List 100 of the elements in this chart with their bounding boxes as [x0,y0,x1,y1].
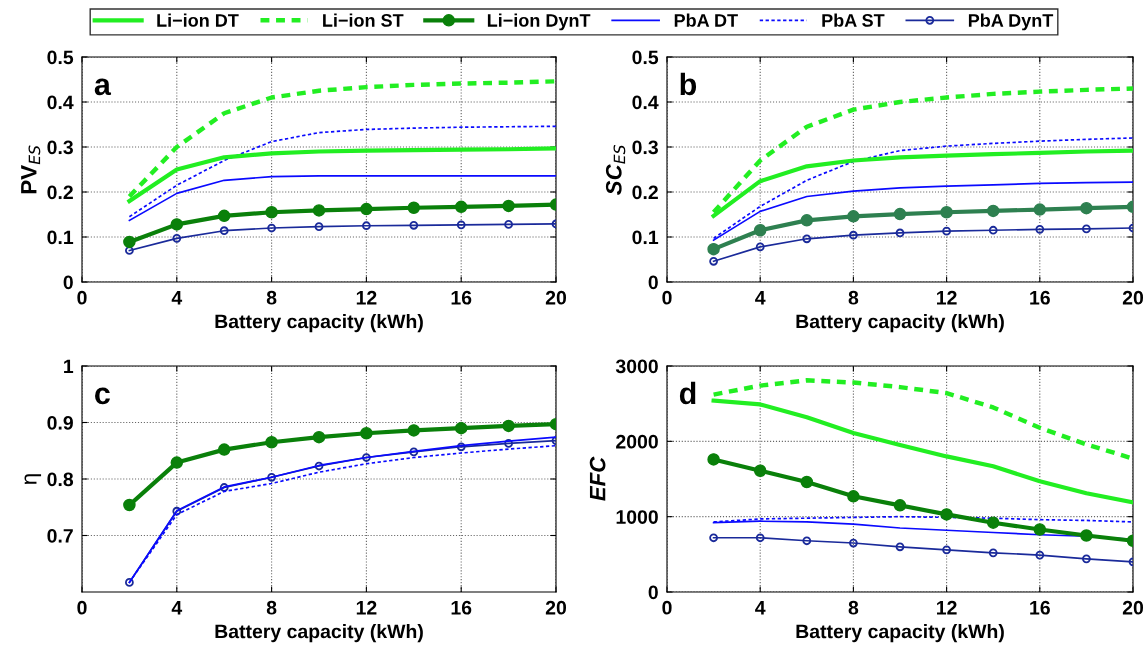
y-tick-label: 1 [64,359,74,374]
y-axis-title: PV$_{ES}$ [21,145,41,194]
y-tick-label: 0.7 [47,528,73,543]
y-tick-label: 0 [63,275,73,290]
point [362,221,371,231]
x-axis-title: Battery capacity (kWh) [215,314,423,333]
x-tick-label: 4 [755,291,766,305]
x-tick-label: 8 [266,290,277,305]
point [1080,201,1093,215]
y-tick-label: 0 [648,275,658,290]
point [409,220,419,230]
point [456,220,466,230]
y-tick-label: 1000 [616,510,658,524]
x-axis-title: Battery capacity (kWh) [796,314,1004,333]
point [360,202,373,216]
line-series [128,174,556,222]
x-tick-label: 12 [356,290,377,305]
point [800,214,814,227]
point [707,453,720,466]
point [219,483,229,492]
point [988,548,998,558]
point [802,536,812,546]
point [360,426,373,440]
legend-label: PbA ST [822,13,885,27]
point [893,207,907,221]
x-tick-label: 16 [451,290,472,305]
point [123,498,136,512]
x-tick-label: 12 [937,290,957,305]
point [940,205,953,219]
point [265,205,278,219]
point [314,222,324,232]
point [800,475,814,489]
point [407,424,421,437]
legend-label: Li−ion DynT [487,13,591,31]
point [217,443,231,456]
point [1033,203,1047,216]
point [942,226,951,236]
point [267,472,276,482]
x-tick-label: 16 [1030,600,1050,615]
point [849,230,858,240]
point [707,242,720,256]
point [125,578,134,587]
point [409,447,419,457]
point [125,246,134,255]
legend-label: PbA DT [674,13,738,27]
y-tick-label: 2000 [616,434,658,449]
point [267,223,276,233]
point [314,461,324,471]
point [172,506,182,516]
y-tick-label: 0.4 [47,95,74,110]
x-tick-label: 8 [848,600,859,615]
point [217,209,231,223]
x-tick-label: 20 [545,290,567,305]
point [755,533,765,543]
point [895,542,905,552]
line-series [711,86,1133,215]
point [502,419,515,433]
point [170,218,184,231]
y-tick-label: 0.4 [632,95,659,110]
x-tick-label: 0 [77,600,87,615]
x-axis-title: Battery capacity (kWh) [215,624,423,643]
point [219,226,229,236]
point [123,235,136,249]
x-tick-label: 4 [755,601,766,615]
x-tick-label: 8 [266,600,277,615]
point [265,436,278,449]
x-tick-label: 20 [1122,290,1144,305]
y-tick-label: 0.8 [47,472,74,487]
annotation: d [679,381,696,405]
point [1082,224,1091,234]
y-tick-label: 0.2 [47,185,73,200]
point [988,225,998,235]
point [170,456,184,469]
point [502,199,515,213]
point [942,545,951,555]
x-tick-label: 0 [662,600,672,615]
x-tick-label: 0 [77,290,87,305]
y-tick-label: 0.3 [47,140,73,155]
point [1035,550,1045,560]
point [709,533,718,543]
x-tick-label: 4 [171,291,183,305]
x-tick-label: 16 [1030,290,1050,305]
point [454,421,468,435]
point [986,516,1000,529]
point [362,453,371,462]
point [986,204,1000,218]
point [895,228,905,238]
y-tick-label: 0.5 [47,50,74,65]
point [1082,554,1091,564]
y-tick-label: 0.5 [632,50,659,65]
point [454,200,468,214]
y-tick-label: 0.9 [47,415,73,430]
point [1035,224,1045,234]
y-axis-title: EFC [589,456,606,501]
point [456,442,466,452]
y-tick-label: 0.3 [632,140,658,155]
x-tick-label: 0 [662,290,672,305]
x-tick-label: 12 [937,600,957,615]
y-tick-label: 0.1 [632,230,659,245]
point [312,430,326,444]
